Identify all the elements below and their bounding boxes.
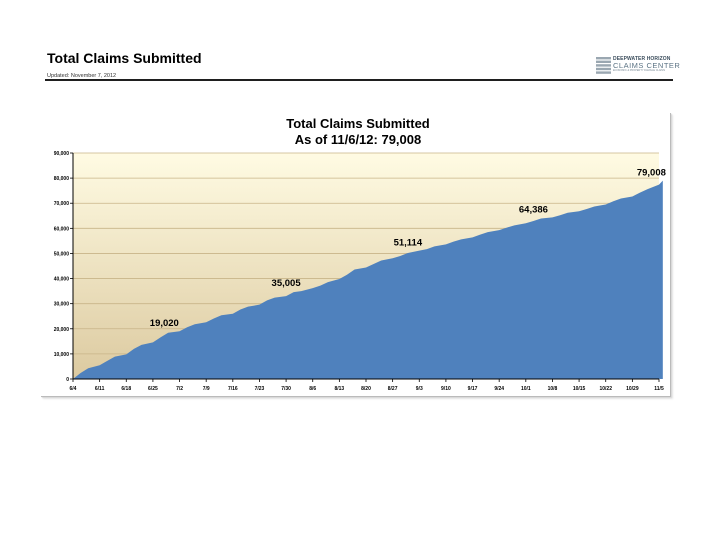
page-title: Total Claims Submitted — [47, 50, 202, 66]
logo-line1: DEEPWATER HORIZON — [613, 56, 671, 62]
x-tick-label: 10/29 — [626, 386, 639, 392]
x-tick-label: 7/16 — [228, 386, 238, 392]
x-tick-label: 6/18 — [121, 386, 131, 392]
x-tick-label: 8/13 — [334, 386, 344, 392]
x-tick-label: 6/4 — [70, 386, 77, 392]
x-tick-label: 10/8 — [548, 386, 558, 392]
logo-line2: CLAIMS CENTER — [613, 61, 681, 70]
y-tick-label: 90,000 — [54, 151, 70, 157]
annotations: 19,020 35,005 51,114 64,386 79,008 — [150, 168, 666, 330]
updated-date: Updated: November 7, 2012 — [47, 73, 117, 79]
y-tick-label: 30,000 — [54, 302, 70, 308]
x-tick-label: 8/6 — [309, 386, 316, 392]
x-tick-label: 9/17 — [468, 386, 478, 392]
chart-frame: Total Claims Submitted As of 11/6/12: 79… — [40, 112, 670, 396]
x-tick-label: 7/2 — [176, 386, 183, 392]
x-tick-label: 7/30 — [281, 386, 291, 392]
y-tick-label: 20,000 — [54, 327, 70, 333]
x-tick-label: 10/1 — [521, 386, 531, 392]
y-tick-label: 10,000 — [54, 352, 70, 358]
x-tick-label: 6/11 — [95, 386, 105, 392]
axes: 0 10,000 20,000 30,000 40,000 50,000 60,000 70,… — [54, 151, 664, 392]
y-tick-label: 70,000 — [54, 201, 70, 207]
y-tick-label: 50,000 — [54, 251, 70, 257]
x-tick-label: 8/27 — [388, 386, 398, 392]
series-area — [73, 180, 663, 379]
data-label: 35,005 — [272, 278, 302, 289]
x-tick-label: 6/25 — [148, 386, 158, 392]
y-tick-label: 40,000 — [54, 277, 70, 283]
data-label: 79,008 — [637, 168, 666, 179]
claims-series-area — [73, 180, 663, 379]
logo-mark-icon — [596, 57, 611, 74]
data-label: 51,114 — [394, 238, 423, 249]
y-tick-label: 80,000 — [54, 176, 70, 182]
data-label: 64,386 — [519, 204, 548, 215]
header-rule — [45, 79, 673, 81]
x-tick-label: 9/10 — [441, 386, 451, 392]
x-tick-label: 10/22 — [599, 386, 612, 392]
claims-area-chart: Total Claims Submitted As of 11/6/12: 79… — [54, 116, 666, 392]
data-label: 19,020 — [150, 318, 179, 329]
y-tick-label: 0 — [66, 377, 69, 383]
x-tick-label: 9/24 — [494, 386, 504, 392]
logo-line3: ECONOMIC & PROPERTY DAMAGE CLAIMS — [613, 69, 666, 72]
x-tick-label: 8/20 — [361, 386, 371, 392]
claims-center-logo: DEEPWATER HORIZON CLAIMS CENTER ECONOMIC… — [596, 56, 680, 74]
x-tick-label: 7/9 — [203, 386, 210, 392]
x-tick-label: 11/5 — [654, 386, 664, 392]
x-tick-label: 9/3 — [416, 386, 423, 392]
chart-title: Total Claims Submitted — [286, 116, 430, 131]
y-tick-label: 60,000 — [54, 226, 70, 232]
x-tick-label: 7/23 — [255, 386, 265, 392]
chart-subtitle: As of 11/6/12: 79,008 — [295, 132, 421, 147]
x-tick-label: 10/15 — [573, 386, 586, 392]
